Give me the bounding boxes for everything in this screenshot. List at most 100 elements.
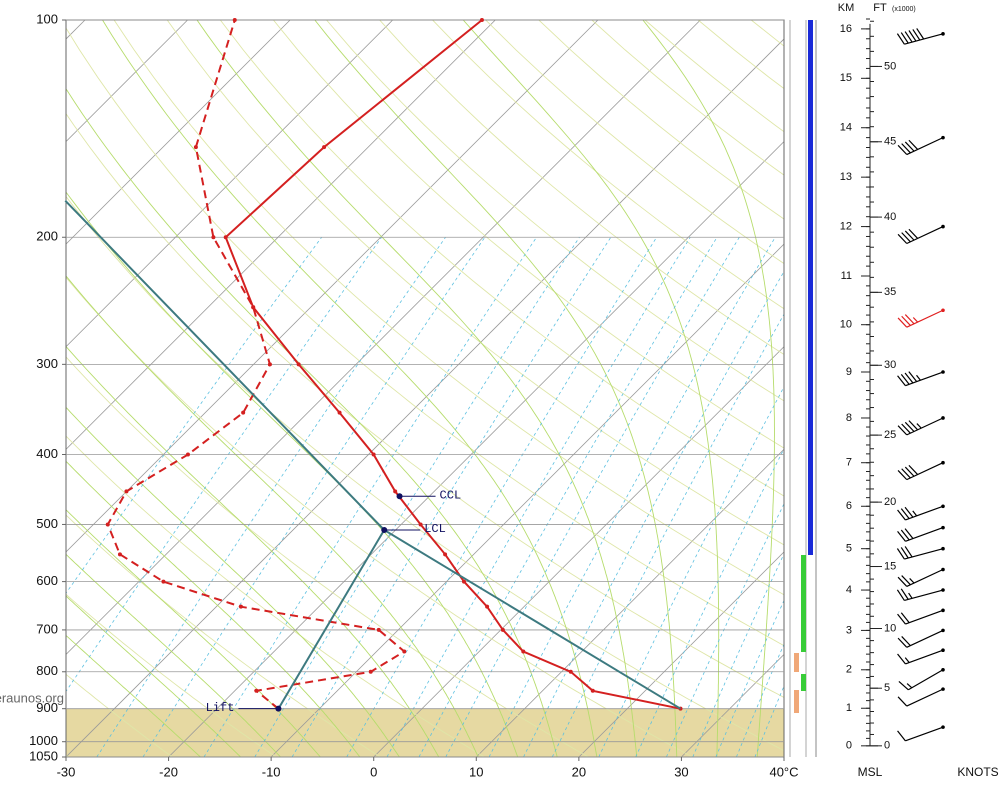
km-label: 4	[846, 584, 852, 596]
barb-feather	[900, 374, 910, 385]
profile-point	[117, 552, 122, 557]
plot-frame	[65, 19, 785, 758]
y-tick-label: 900	[36, 700, 58, 715]
watermark: www.keraunos.org	[0, 690, 64, 705]
mixing-ratio	[598, 386, 784, 757]
barb-staff	[906, 137, 944, 156]
km-label: 13	[840, 171, 852, 183]
isotherm	[66, 20, 86, 40]
barb-station	[941, 525, 945, 530]
layer-bar	[801, 674, 806, 691]
wind-barb	[897, 416, 945, 436]
moist-adiabat	[66, 87, 558, 757]
wind-barb	[897, 224, 945, 245]
isotherm	[66, 20, 701, 655]
barb-feather	[901, 468, 911, 479]
barb-feather	[900, 547, 909, 559]
layer-bar	[794, 690, 799, 713]
barb-feather	[901, 575, 911, 586]
profile-point	[232, 18, 237, 22]
layer-bar	[808, 20, 813, 555]
isotherm	[578, 551, 784, 757]
profile-point	[296, 362, 301, 367]
barb-feather	[897, 233, 908, 244]
ft-label: 20	[884, 496, 896, 508]
barb-feather	[904, 466, 915, 477]
wind-barb	[897, 135, 945, 156]
barb-staff	[906, 688, 944, 707]
barb-feather	[897, 613, 906, 625]
barb-feather	[897, 653, 906, 665]
ft-unit: (x1000)	[892, 6, 916, 13]
barb-feather	[897, 144, 908, 155]
ft-label: 15	[884, 560, 896, 572]
mixing-ratio	[291, 237, 612, 757]
mixing-ratio	[96, 237, 446, 757]
profile-point	[590, 688, 595, 693]
barb-feather	[900, 588, 909, 600]
barb-feather	[908, 228, 919, 239]
barb-feather	[909, 578, 915, 584]
wind-barb	[896, 28, 945, 45]
km-label: 1	[846, 702, 852, 714]
ft-label: 50	[884, 60, 896, 72]
mixing-ratio	[754, 684, 784, 757]
y-tick-label: 700	[36, 621, 58, 636]
profile-point	[211, 235, 216, 240]
km-label: 9	[846, 366, 852, 378]
isotherm	[373, 346, 784, 757]
barb-station	[941, 504, 945, 509]
profile-point	[479, 18, 484, 22]
profile-point	[485, 604, 490, 609]
profile-point	[402, 649, 407, 654]
mixing-ratio	[523, 270, 784, 757]
barb-feather	[904, 372, 914, 384]
barb-feather	[900, 32, 909, 44]
barb-feather	[901, 143, 911, 154]
dry-adiabat	[113, 20, 784, 596]
level-marker	[381, 527, 388, 534]
km-label: 2	[846, 664, 852, 676]
wind-barb	[897, 460, 945, 481]
dry-adiabat	[66, 673, 173, 757]
profile-point	[368, 669, 373, 674]
km-header: KM	[838, 2, 855, 14]
y-tick-label: 100	[36, 11, 58, 26]
barb-feather	[916, 423, 922, 429]
km-label: 11	[841, 270, 852, 282]
barb-feather	[904, 31, 913, 43]
profile-point	[337, 410, 342, 415]
ft-label: 5	[884, 682, 890, 694]
barb-feather	[896, 548, 905, 560]
barb-staff	[905, 505, 944, 521]
barb-feather	[904, 546, 913, 558]
barb-staff	[906, 568, 944, 587]
dry-adiabat	[273, 20, 784, 449]
ft-label: 40	[884, 211, 896, 223]
mixing-ratio	[445, 237, 740, 757]
y-tick-label: 600	[36, 573, 58, 588]
profile-point	[193, 145, 198, 150]
barb-station	[941, 667, 945, 672]
dry-adiabat	[66, 593, 277, 757]
dry-adiabat	[326, 20, 784, 402]
x-tick-label: 0	[370, 764, 377, 779]
barb-station	[941, 725, 945, 729]
wind-barb	[897, 370, 945, 387]
barb-staff	[905, 527, 944, 542]
moist-adiabat	[462, 20, 720, 757]
ft-label: 25	[884, 429, 896, 441]
msl-label: MSL	[858, 765, 883, 779]
mixing-ratio	[692, 552, 784, 757]
mixing-ratio	[551, 313, 784, 757]
dry-adiabat	[66, 356, 589, 757]
profile-point	[238, 604, 243, 609]
mixing-ratio	[715, 599, 784, 757]
km-label: 10	[840, 319, 852, 331]
profile-point	[371, 452, 376, 457]
x-tick-label: 20	[572, 764, 586, 779]
barb-feather	[904, 141, 915, 152]
dry-adiabat	[804, 20, 1000, 757]
barb-station	[941, 628, 945, 633]
wind-barb	[897, 504, 945, 521]
